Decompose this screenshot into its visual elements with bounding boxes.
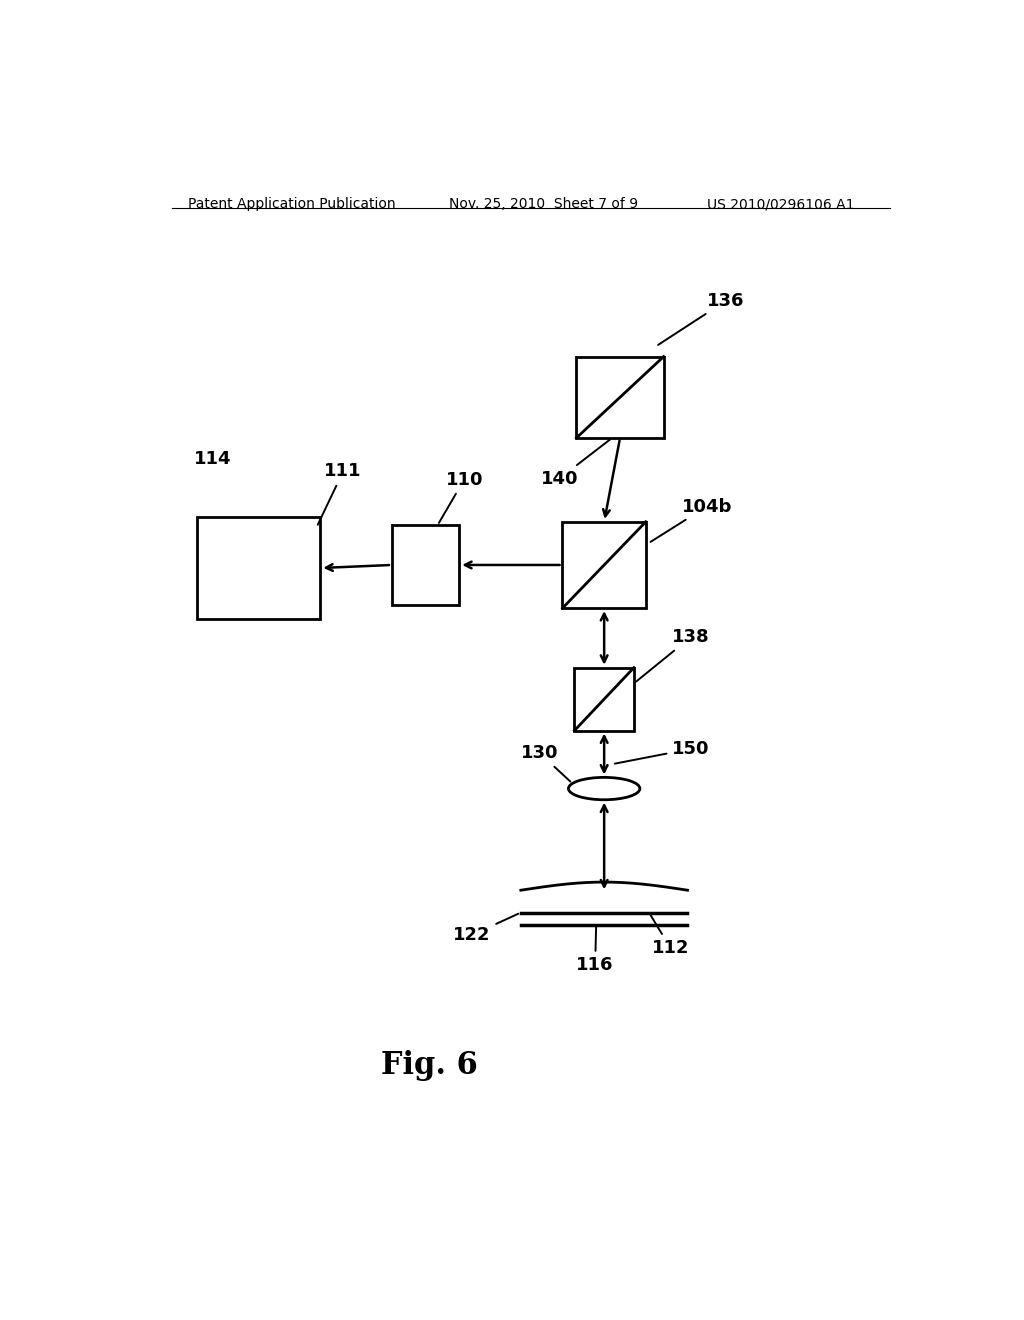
Text: 111: 111 xyxy=(317,462,361,525)
Text: 114: 114 xyxy=(194,450,231,469)
Bar xyxy=(198,517,321,619)
Text: Patent Application Publication: Patent Application Publication xyxy=(187,197,395,211)
Text: 136: 136 xyxy=(658,292,744,345)
Bar xyxy=(392,525,460,605)
Text: 122: 122 xyxy=(454,913,518,944)
Bar xyxy=(562,521,646,609)
Text: 140: 140 xyxy=(541,440,610,487)
Text: US 2010/0296106 A1: US 2010/0296106 A1 xyxy=(708,197,855,211)
Text: 116: 116 xyxy=(577,925,613,974)
Text: 150: 150 xyxy=(614,741,710,764)
Bar xyxy=(574,668,634,731)
Text: 130: 130 xyxy=(521,744,570,781)
Text: 138: 138 xyxy=(636,628,710,681)
Bar xyxy=(577,356,664,438)
Text: Nov. 25, 2010  Sheet 7 of 9: Nov. 25, 2010 Sheet 7 of 9 xyxy=(450,197,639,211)
Text: 110: 110 xyxy=(439,471,483,523)
Text: 104b: 104b xyxy=(650,498,732,543)
Text: Fig. 6: Fig. 6 xyxy=(381,1049,478,1081)
Text: 112: 112 xyxy=(649,913,689,957)
